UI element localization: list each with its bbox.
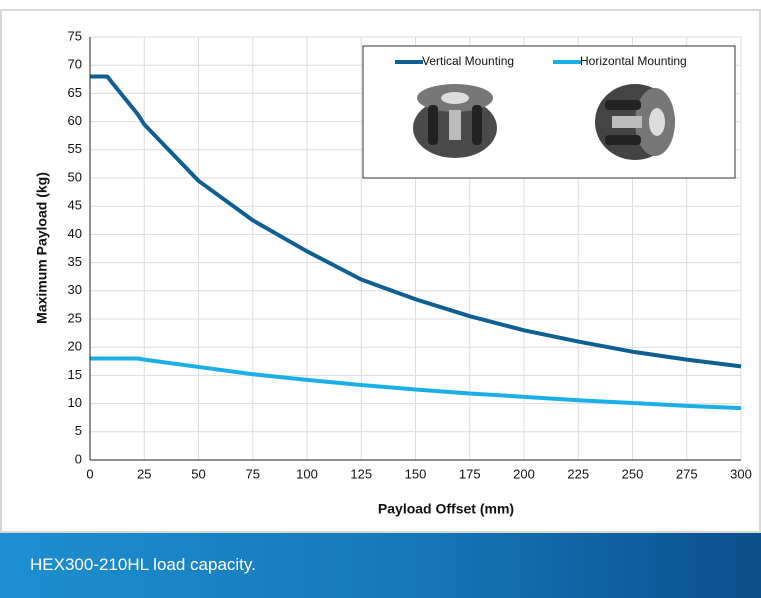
x-tick-label: 150: [405, 466, 427, 481]
x-tick-label: 125: [350, 466, 372, 481]
y-tick-label: 30: [68, 282, 82, 297]
x-tick-label: 50: [191, 466, 205, 481]
x-axis-title: Payload Offset (mm): [378, 501, 514, 517]
legend-label: Horizontal Mounting: [580, 54, 687, 68]
y-tick-label: 20: [68, 339, 82, 354]
y-tick-label: 50: [68, 169, 82, 184]
y-axis-title: Maximum Payload (kg): [34, 172, 50, 324]
y-tick-label: 35: [68, 254, 82, 269]
y-tick-label: 40: [68, 226, 82, 241]
y-tick-label: 25: [68, 310, 82, 325]
page: {"chart_data": {"type": "line", "xlabel"…: [0, 0, 761, 598]
y-tick-label: 5: [75, 423, 82, 438]
x-tick-label: 275: [676, 466, 698, 481]
y-tick-label: 10: [68, 395, 82, 410]
y-tick-label: 75: [68, 28, 82, 43]
legend-label: Vertical Mounting: [422, 54, 514, 68]
chart: Payload Offset (mm) Maximum Payload (kg)…: [0, 0, 761, 533]
y-tick-label: 55: [68, 141, 82, 156]
hexapod-image: [413, 84, 497, 158]
x-tick-label: 25: [137, 466, 151, 481]
x-tick-label: 200: [513, 466, 535, 481]
caption-bar: HEX300-210HL load capacity.: [0, 533, 761, 598]
x-tick-label: 75: [246, 466, 260, 481]
caption: HEX300-210HL load capacity.: [30, 555, 256, 575]
hexapod-image: [595, 84, 675, 160]
y-tick-label: 45: [68, 198, 82, 213]
y-tick-label: 15: [68, 367, 82, 382]
x-tick-label: 250: [622, 466, 644, 481]
y-tick-label: 0: [75, 451, 82, 466]
x-tick-label: 300: [730, 466, 752, 481]
x-tick-label: 175: [459, 466, 481, 481]
x-tick-label: 225: [567, 466, 589, 481]
y-tick-label: 65: [68, 85, 82, 100]
y-tick-label: 70: [68, 57, 82, 72]
x-tick-label: 100: [296, 466, 318, 481]
y-tick-label: 60: [68, 113, 82, 128]
x-tick-label: 0: [86, 466, 93, 481]
